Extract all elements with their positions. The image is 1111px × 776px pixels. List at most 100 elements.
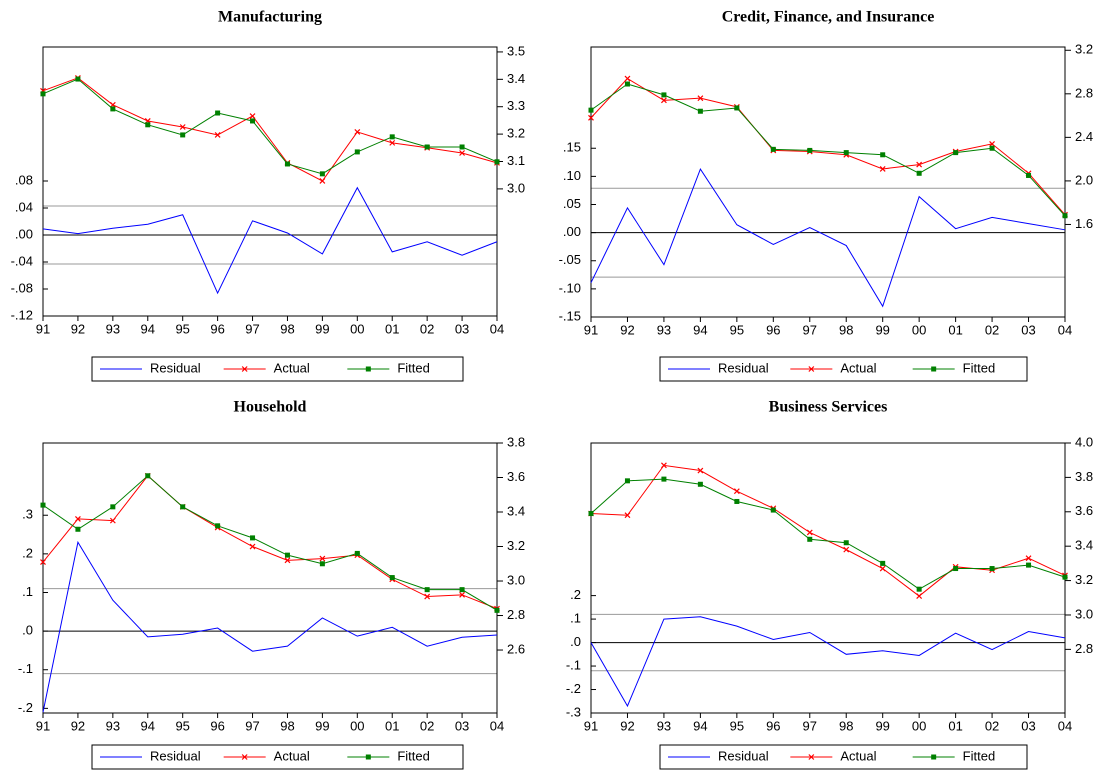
marker-x — [660, 97, 667, 104]
marker-x — [319, 555, 326, 562]
marker-x — [588, 114, 594, 121]
marker-square — [1026, 172, 1032, 178]
y-tick-label: .00 — [563, 224, 581, 239]
legend-label: Actual — [840, 360, 876, 375]
series-line — [590, 616, 1066, 708]
marker-square — [145, 122, 151, 128]
marker-x — [624, 512, 631, 519]
marker-square — [1026, 562, 1032, 568]
x-tick-label: 00 — [912, 322, 926, 337]
legend-label: Actual — [274, 748, 310, 763]
y-tick-label: .10 — [563, 168, 581, 183]
legend-label: Residual — [150, 360, 201, 375]
x-tick-label: 00 — [350, 718, 364, 733]
y2-tick-label: 3.5 — [507, 43, 525, 58]
x-tick-label: 93 — [657, 322, 671, 337]
marker-square — [354, 550, 360, 556]
x-tick-label: 99 — [875, 322, 889, 337]
marker-x — [354, 128, 361, 135]
marker-square — [40, 91, 46, 97]
x-tick-label: 92 — [71, 321, 85, 336]
marker-square — [770, 507, 776, 513]
panel: Household .3 .2 .1 .0 -.1 -.2 3.8 3.6 3.4 3.2 3.0 2.… — [18, 399, 525, 770]
series-line — [590, 167, 1066, 308]
y2-tick-label: 3.2 — [1075, 42, 1093, 57]
marker-square — [734, 105, 740, 111]
x-tick-label: 91 — [584, 718, 598, 733]
series-line — [590, 77, 1066, 215]
x-tick-label: 02 — [985, 322, 999, 337]
x-tick-label: 96 — [210, 321, 224, 336]
x-tick-label: 95 — [730, 322, 744, 337]
marker-square — [110, 106, 116, 112]
marker-square — [180, 132, 186, 138]
marker-square — [180, 504, 186, 510]
y2-tick-label: 3.4 — [1075, 538, 1093, 553]
marker-square — [215, 110, 221, 116]
marker-square — [931, 754, 937, 760]
y2-tick-label: 3.8 — [1075, 469, 1093, 484]
marker-x — [733, 488, 740, 495]
y2-tick-label: 3.3 — [507, 98, 525, 113]
plot-frame — [590, 442, 1066, 714]
y-tick-label: -.2 — [566, 681, 581, 696]
marker-square — [75, 526, 81, 532]
y-tick-label: -.12 — [11, 307, 33, 322]
marker-x — [808, 366, 815, 372]
legend-label: Residual — [718, 748, 769, 763]
x-tick-label: 02 — [985, 718, 999, 733]
series-line — [590, 464, 1066, 597]
x-tick-label: 93 — [106, 321, 120, 336]
x-tick-label: 97 — [245, 321, 259, 336]
y-tick-label: .3 — [22, 507, 33, 522]
legend-box — [659, 356, 1028, 382]
legend-label: Fitted — [397, 360, 430, 375]
marker-square — [953, 566, 959, 572]
marker-x — [249, 543, 256, 550]
x-tick-label: 96 — [210, 718, 224, 733]
y-tick-label: -.1 — [566, 657, 581, 672]
x-tick-label: 91 — [584, 322, 598, 337]
marker-x — [424, 593, 431, 600]
marker-x — [109, 517, 116, 524]
x-tick-label: 03 — [455, 718, 469, 733]
y2-tick-label: 2.6 — [507, 641, 525, 656]
y-tick-label: -.04 — [11, 253, 33, 268]
marker-x — [843, 546, 850, 553]
y2-tick-label: 2.8 — [1075, 85, 1093, 100]
x-tick-label: 95 — [730, 718, 744, 733]
y2-tick-label: 2.8 — [507, 607, 525, 622]
marker-square — [953, 150, 959, 156]
marker-square — [624, 81, 630, 87]
legend-label: Actual — [274, 360, 310, 375]
marker-square — [880, 152, 886, 158]
series-line — [590, 478, 1066, 590]
marker-square — [807, 147, 813, 153]
series-line — [42, 475, 498, 611]
marker-square — [250, 118, 256, 124]
x-tick-label: 98 — [280, 718, 294, 733]
marker-square — [284, 552, 290, 558]
y-tick-label: .08 — [15, 172, 33, 187]
marker-square — [807, 536, 813, 542]
x-tick-label: 92 — [620, 718, 634, 733]
marker-square — [459, 144, 465, 150]
y-tick-label: -.1 — [18, 661, 33, 676]
y2-tick-label: 3.4 — [507, 503, 525, 518]
y-tick-label: .04 — [15, 199, 33, 214]
marker-square — [1062, 574, 1068, 580]
y2-tick-label: 3.2 — [1075, 572, 1093, 587]
x-tick-label: 91 — [36, 718, 50, 733]
marker-x — [1025, 555, 1032, 562]
chart-title: Manufacturing — [218, 9, 322, 26]
marker-square — [494, 607, 500, 613]
y2-tick-label: 3.2 — [507, 538, 525, 553]
y-tick-label: -.08 — [11, 280, 33, 295]
x-tick-label: 98 — [839, 718, 853, 733]
marker-square — [843, 540, 849, 546]
x-tick-label: 92 — [620, 322, 634, 337]
y2-tick-label: 1.6 — [1075, 216, 1093, 231]
legend-label: Actual — [840, 748, 876, 763]
x-tick-label: 02 — [420, 321, 434, 336]
y-tick-label: .05 — [563, 196, 581, 211]
